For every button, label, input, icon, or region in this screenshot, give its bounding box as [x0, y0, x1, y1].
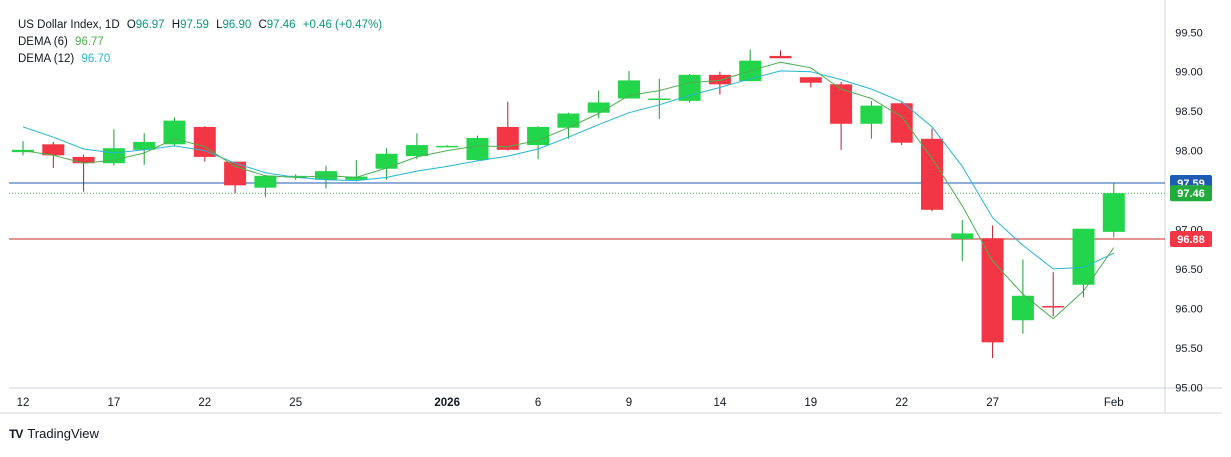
high-label: H — [171, 19, 181, 31]
level-price-badge[interactable] — [1170, 230, 1212, 247]
open-value: 96.97 — [135, 19, 165, 31]
candle-body[interactable] — [345, 176, 368, 180]
candle-body[interactable] — [830, 84, 853, 124]
low-label: L — [216, 19, 223, 31]
candle-body[interactable] — [769, 55, 792, 59]
low-value: 96.90 — [222, 19, 252, 31]
candle-body[interactable] — [921, 138, 943, 210]
candle-body[interactable] — [405, 145, 428, 157]
x-tick-label: 12 — [17, 397, 30, 409]
chart-legend: US Dollar Index, 1D O96.97 H97.59 L96.90… — [18, 17, 382, 68]
candle-body[interactable] — [496, 126, 519, 150]
tradingview-logo-icon: TV — [9, 426, 23, 441]
candle-body[interactable] — [799, 77, 822, 83]
x-tick-label: 25 — [289, 397, 302, 409]
close-price-badge-label: 97.46 — [1177, 188, 1205, 200]
x-tick-label: 17 — [108, 397, 121, 409]
candle-body[interactable] — [527, 126, 550, 146]
candle-body[interactable] — [375, 153, 398, 169]
candle-body[interactable] — [1011, 295, 1034, 321]
y-tick-label: 99.00 — [1175, 67, 1203, 79]
candle-body[interactable] — [1102, 193, 1125, 232]
dema12-legend-row[interactable]: DEMA (12) 96.70 — [18, 51, 382, 68]
candle-body[interactable] — [587, 102, 610, 113]
x-tick-label: 2026 — [434, 397, 460, 409]
x-tick-label: 19 — [804, 397, 817, 409]
y-tick-label: 95.00 — [1175, 382, 1203, 394]
x-tick-label: 9 — [626, 397, 632, 409]
candle-body[interactable] — [981, 238, 1004, 343]
y-tick-label: 96.00 — [1175, 303, 1203, 315]
x-tick-label: 22 — [895, 397, 908, 409]
candle-body[interactable] — [648, 98, 671, 101]
candle-body[interactable] — [193, 126, 216, 157]
ohlc-legend-row: US Dollar Index, 1D O96.97 H97.59 L96.90… — [18, 17, 382, 34]
candle-body[interactable] — [708, 74, 731, 85]
candle-body[interactable] — [890, 103, 913, 143]
high-value: 97.59 — [180, 19, 209, 31]
y-tick-label: 95.50 — [1175, 343, 1203, 355]
symbol-label[interactable]: US Dollar Index, 1D — [18, 19, 120, 31]
x-tick-label: 22 — [198, 397, 211, 409]
candle-body[interactable] — [466, 137, 489, 161]
x-tick-label: Feb — [1104, 397, 1124, 409]
candle-body[interactable] — [1072, 228, 1095, 285]
dema6-value: 96.77 — [75, 36, 104, 48]
dema12-value: 96.70 — [81, 53, 111, 65]
dema6-line[interactable] — [22, 61, 1115, 320]
dema6-label: DEMA (6) — [18, 36, 68, 48]
y-tick-label: 98.50 — [1175, 106, 1203, 118]
x-tick-label: 6 — [535, 397, 541, 409]
candle-body[interactable] — [42, 144, 65, 156]
candle-body[interactable] — [72, 156, 95, 164]
candle-body[interactable] — [163, 120, 186, 145]
candle-body[interactable] — [224, 161, 247, 186]
candle-body[interactable] — [860, 105, 883, 124]
x-tick-label: 27 — [986, 397, 999, 409]
close-price-badge[interactable] — [1170, 185, 1212, 202]
brand-name: TradingView — [27, 426, 99, 441]
dema6-legend-row[interactable]: DEMA (6) 96.77 — [18, 34, 382, 51]
close-value: 97.46 — [266, 19, 296, 31]
y-tick-label: 96.50 — [1175, 264, 1203, 276]
x-tick-label: 14 — [714, 397, 727, 409]
close-label: C — [258, 19, 267, 31]
level-price-badge-label: 96.88 — [1177, 234, 1205, 246]
candle-body[interactable] — [557, 113, 580, 128]
candle-body[interactable] — [1042, 306, 1065, 308]
candle-body[interactable] — [254, 175, 277, 188]
y-tick-label: 99.50 — [1175, 27, 1203, 39]
candle-body[interactable] — [618, 80, 640, 99]
candle-body[interactable] — [436, 145, 459, 148]
change-value: +0.46 (+0.47%) — [302, 19, 383, 31]
tradingview-brand[interactable]: TV TradingView — [9, 426, 99, 441]
open-label: O — [126, 19, 136, 31]
candle-body[interactable] — [133, 141, 156, 150]
candle-body[interactable] — [284, 175, 307, 178]
dema12-line[interactable] — [22, 70, 1115, 270]
y-tick-label: 98.00 — [1175, 146, 1203, 158]
candle-body[interactable] — [951, 233, 974, 239]
dema12-label: DEMA (12) — [18, 53, 75, 65]
candle-body[interactable] — [678, 74, 701, 101]
